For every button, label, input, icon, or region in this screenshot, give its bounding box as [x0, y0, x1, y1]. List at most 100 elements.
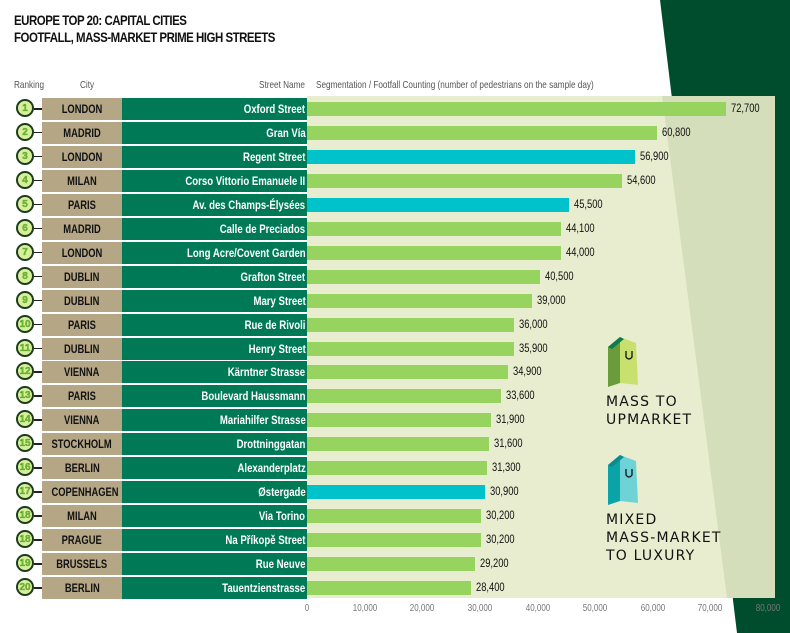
rank-number: 2	[22, 126, 28, 138]
table-row: 10 PARIS Rue de Rivoli 36,000	[0, 313, 775, 336]
street-name: Corso Vittorio Emanuele II	[185, 173, 306, 188]
rank-number: 6	[22, 222, 28, 234]
x-tick-label: 10,000	[352, 603, 377, 614]
street-name: Oxford Street	[244, 102, 306, 116]
table-row: 4 MILAN Corso Vittorio Emanuele II 54,600	[0, 169, 775, 192]
value-label: 72,700	[730, 101, 760, 115]
street-cell: Østergade	[122, 481, 307, 504]
rank-badge: 10	[16, 314, 34, 333]
city-cell: VIENNA	[42, 409, 122, 432]
table-row: 2 MADRID Gran Vía 60,800	[0, 121, 775, 144]
bar	[307, 245, 561, 260]
header-street-name: Street Name	[259, 79, 305, 91]
rank-number: 17	[19, 486, 31, 498]
rank-badge: 12	[16, 362, 34, 381]
city-name: PARIS	[68, 317, 96, 332]
city-name: VIENNA	[64, 413, 100, 428]
street-cell: Corso Vittorio Emanuele II	[122, 169, 307, 192]
city-name: MADRID	[63, 221, 101, 236]
city-cell: MADRID	[42, 217, 122, 240]
city-name: PARIS	[68, 389, 96, 404]
street-cell: Via Torino	[122, 505, 307, 528]
city-cell: BERLIN	[42, 457, 122, 480]
rank-connector	[34, 347, 42, 349]
rank-badge: 1	[16, 99, 34, 117]
city-name: STOCKHOLM	[51, 437, 113, 452]
rank-connector	[34, 515, 42, 517]
x-tick-label: 70,000	[698, 603, 723, 614]
value-label: 31,300	[492, 460, 521, 475]
city-cell: MADRID	[42, 121, 122, 144]
table-row: 13 PARIS Boulevard Haussmann 33,600	[0, 385, 775, 408]
table-row: 8 DUBLIN Grafton Street 40,500	[0, 265, 775, 288]
street-name: Av. des Champs-Élysées	[192, 197, 306, 212]
street-cell: Henry Street	[122, 337, 307, 360]
rank-connector	[34, 323, 42, 326]
city-name: LONDON	[61, 149, 103, 164]
street-name: Mary Street	[253, 293, 306, 308]
rank-connector	[34, 443, 42, 445]
street-cell: Rue Neuve	[122, 553, 307, 576]
rank-number: 18	[19, 534, 31, 546]
bar	[307, 557, 476, 572]
legend-mass-to-upmarket: MASS TO UPMARKET	[606, 393, 692, 429]
rank-number: 19	[19, 558, 31, 570]
rank-connector	[34, 563, 42, 565]
street-name: Alexanderplatz	[237, 461, 306, 476]
rank-badge: 15	[16, 434, 34, 453]
rank-number: 20	[19, 582, 31, 593]
bar	[307, 269, 541, 284]
street-cell: Boulevard Haussmann	[122, 385, 307, 408]
rank-number: 3	[22, 150, 28, 162]
value-label: 60,800	[662, 124, 691, 139]
street-name: Na Příkopě Street	[225, 533, 306, 548]
rank-badge: 18	[16, 506, 34, 525]
rank-connector	[34, 155, 42, 158]
shopping-bag-icon	[608, 337, 638, 387]
x-tick-label: 30,000	[467, 603, 493, 614]
rank-connector	[34, 467, 42, 469]
bar	[307, 221, 562, 236]
city-name: COPENHAGEN	[51, 485, 119, 500]
value-label: 35,900	[518, 340, 548, 355]
bar	[307, 149, 635, 164]
value-label: 30,200	[486, 508, 515, 523]
rank-badge: 9	[16, 290, 34, 309]
street-name: Henry Street	[248, 341, 306, 356]
table-row: 15 STOCKHOLM Drottninggatan 31,600	[0, 433, 775, 456]
street-cell: Gran Vía	[122, 121, 307, 144]
street-name: Drottninggatan	[236, 437, 306, 452]
table-row: 18 MILAN Via Torino 30,200	[0, 505, 775, 528]
value-label: 45,500	[574, 196, 603, 211]
city-cell: PARIS	[42, 313, 122, 336]
street-name: Østergade	[257, 485, 306, 500]
value-label: 44,000	[565, 244, 595, 259]
rank-connector	[34, 179, 42, 182]
city-cell: LONDON	[42, 98, 122, 120]
rank-badge: 2	[16, 122, 34, 141]
bar	[307, 341, 514, 356]
table-row: 11 DUBLIN Henry Street 35,900	[0, 337, 775, 360]
rank-number: 18	[19, 510, 31, 522]
bar	[307, 413, 491, 428]
legend-line: MASS-MARKET	[606, 530, 722, 546]
rank-number: 16	[19, 462, 31, 474]
city-name: LONDON	[61, 245, 103, 260]
city-name: BERLIN	[64, 581, 100, 595]
city-name: BRUSSELS	[56, 557, 108, 572]
table-row: 1 LONDON Oxford Street 72,700	[0, 98, 775, 120]
city-cell: DUBLIN	[42, 265, 122, 288]
bar	[307, 173, 622, 188]
rank-badge: 6	[16, 218, 34, 237]
rank-connector	[34, 419, 42, 421]
city-cell: PARIS	[42, 193, 122, 216]
rank-connector	[34, 275, 42, 278]
rank-badge: 3	[16, 146, 34, 165]
value-label: 28,400	[475, 580, 505, 594]
street-cell: Kärntner Strasse	[122, 361, 307, 384]
rank-number: 7	[22, 246, 28, 258]
chart-title-line1: EUROPE TOP 20: CAPITAL CITIES	[14, 12, 187, 28]
city-cell: BERLIN	[42, 577, 122, 599]
street-name: Kärntner Strasse	[228, 365, 306, 380]
bar	[307, 533, 482, 548]
